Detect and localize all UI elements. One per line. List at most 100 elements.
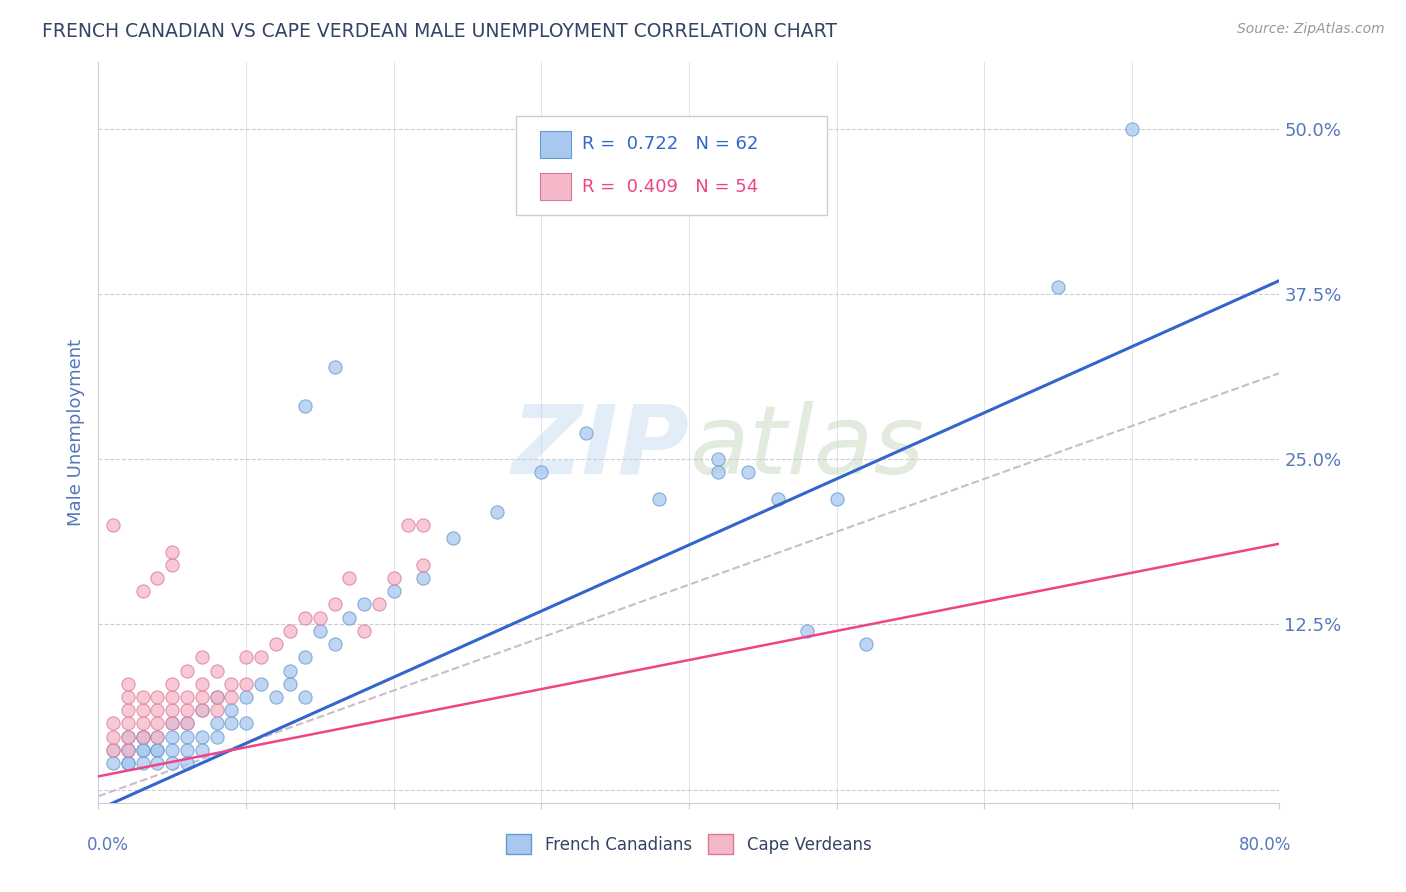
Point [441,532,464,546]
Point [146,690,169,704]
Legend: French Canadians, Cape Verdeans: French Canadians, Cape Verdeans [499,828,879,861]
Point [146,730,169,744]
Point [412,571,434,585]
Point [176,703,198,717]
Point [162,703,183,717]
Point [146,743,169,757]
Point [176,756,198,771]
Point [323,598,346,612]
Point [205,703,228,717]
Point [280,677,302,691]
Point [707,452,730,467]
Point [162,716,183,731]
Text: FRENCH CANADIAN VS CAPE VERDEAN MALE UNEMPLOYMENT CORRELATION CHART: FRENCH CANADIAN VS CAPE VERDEAN MALE UNE… [42,22,837,41]
Point [176,716,198,731]
Point [235,690,257,704]
Point [117,690,139,704]
Point [1046,280,1070,294]
Point [132,690,155,704]
Point [294,611,316,625]
Point [162,716,183,731]
Point [103,518,125,533]
Point [117,730,139,744]
Point [176,690,198,704]
Point [235,716,257,731]
Point [162,544,183,558]
Point [221,677,243,691]
Point [382,584,405,599]
Point [205,716,228,731]
Point [707,465,730,479]
Point [162,756,183,771]
Point [132,703,155,717]
Point [117,756,139,771]
Point [146,743,169,757]
Point [176,664,198,678]
Point [368,598,391,612]
Point [132,743,155,757]
Text: 80.0%: 80.0% [1239,836,1291,855]
Point [309,624,332,638]
Point [191,743,214,757]
Point [146,716,169,731]
Point [132,716,155,731]
Point [103,743,125,757]
Point [1121,121,1143,136]
Point [191,650,214,665]
Point [162,743,183,757]
Point [205,690,228,704]
Point [205,730,228,744]
Point [280,664,302,678]
Point [176,716,198,731]
Point [575,425,598,440]
Point [294,690,316,704]
Point [648,491,671,506]
Point [486,505,509,519]
Point [117,743,139,757]
Point [117,743,139,757]
Point [132,730,155,744]
Point [162,677,183,691]
Point [250,677,273,691]
Point [191,690,214,704]
Point [162,690,183,704]
Point [132,756,155,771]
Text: atlas: atlas [689,401,924,494]
Point [117,716,139,731]
Point [353,624,375,638]
Point [205,690,228,704]
Point [117,756,139,771]
Point [382,571,405,585]
Point [855,637,877,651]
Point [221,690,243,704]
Point [162,558,183,572]
Point [412,558,434,572]
Point [250,650,273,665]
Point [191,677,214,691]
Text: R =  0.409   N = 54: R = 0.409 N = 54 [582,178,758,195]
Point [103,756,125,771]
Point [339,611,361,625]
Point [280,624,302,638]
Point [323,359,346,374]
Point [530,465,553,479]
Point [221,703,243,717]
Point [117,743,139,757]
Point [412,518,434,533]
Point [294,399,316,413]
Point [191,703,214,717]
Point [235,677,257,691]
Point [103,730,125,744]
Point [146,756,169,771]
Point [221,716,243,731]
Point [132,743,155,757]
Point [398,518,420,533]
Point [117,703,139,717]
Point [146,703,169,717]
Point [235,650,257,665]
Point [103,743,125,757]
Point [146,571,169,585]
Point [264,637,287,651]
Point [117,730,139,744]
Text: 0.0%: 0.0% [87,836,128,855]
